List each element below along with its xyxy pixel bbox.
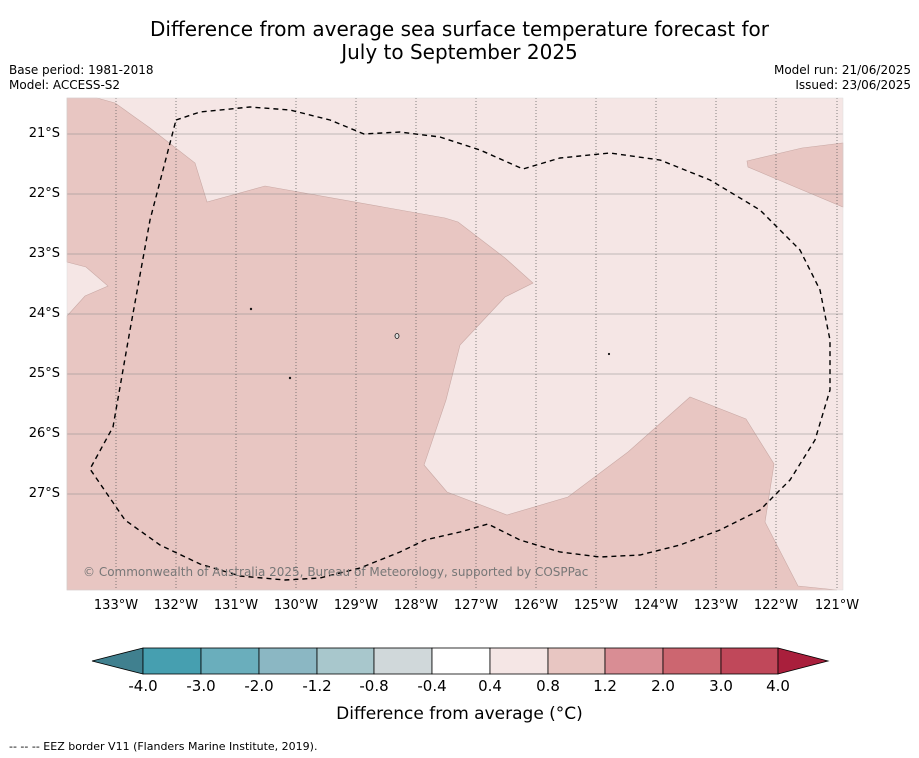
lon-label: 126°W <box>513 598 559 613</box>
colorbar-segment <box>431 647 491 675</box>
colorbar-tick-label: 0.8 <box>536 677 560 695</box>
lon-label: 121°W <box>814 598 860 613</box>
colorbar-tick-label: 2.0 <box>651 677 675 695</box>
colorbar-segment <box>489 647 549 675</box>
lon-label: 122°W <box>753 598 799 613</box>
colorbar-tick-label: -4.0 <box>128 677 158 695</box>
title-line-1: Difference from average sea surface temp… <box>149 17 769 41</box>
lat-label: 21°S <box>28 126 60 141</box>
lon-label: 123°W <box>693 598 739 613</box>
colorbar-segment <box>258 647 318 675</box>
lon-label: 132°W <box>153 598 199 613</box>
model-name: Model: ACCESS-S2 <box>9 78 121 92</box>
grid-lines <box>67 133 843 495</box>
colorbar-tick-label: 3.0 <box>709 677 733 695</box>
eez-border <box>89 106 831 581</box>
meta-right: Model run: 21/06/2025 Issued: 23/06/2025 <box>774 63 911 93</box>
colorbar-segment <box>200 647 260 675</box>
colorbar-segment <box>720 647 779 675</box>
colorbar-tick-label: -3.0 <box>186 677 216 695</box>
model-run: Model run: 21/06/2025 <box>773 63 911 77</box>
colorbar-segment <box>316 647 375 675</box>
base-period: Base period: 1981-2018 <box>9 63 154 77</box>
colorbar-segment <box>373 647 433 675</box>
lon-label: 133°W <box>93 598 139 613</box>
colorbar-tick-label: -0.4 <box>417 677 447 695</box>
colorbar <box>91 647 830 675</box>
colorbar-tick-label: 1.2 <box>593 677 617 695</box>
map-title: Difference from average sea surface temp… <box>0 18 919 64</box>
colorbar-max-arrow <box>777 647 830 675</box>
lon-label: 128°W <box>393 598 439 613</box>
lat-label: 23°S <box>28 246 60 261</box>
colorbar-title: Difference from average (°C) <box>336 704 583 724</box>
copyright-notice: © Commonwealth of Australia 2025, Bureau… <box>83 565 589 579</box>
lat-label: 22°S <box>28 186 60 201</box>
lon-label: 124°W <box>633 598 679 613</box>
colorbar-segment <box>662 647 722 675</box>
lon-label: 129°W <box>333 598 379 613</box>
colorbar-tick-label: -0.8 <box>359 677 389 695</box>
colorbar-tick-label: 4.0 <box>766 677 790 695</box>
lon-label: 127°W <box>453 598 499 613</box>
lon-label: 130°W <box>273 598 319 613</box>
lon-label: 131°W <box>213 598 259 613</box>
issued-date: Issued: 23/06/2025 <box>795 78 911 92</box>
colorbar-segment <box>547 647 606 675</box>
lon-label: 125°W <box>573 598 619 613</box>
colorbar-tick-label: 0.4 <box>478 677 502 695</box>
lat-label: 25°S <box>28 366 60 381</box>
colorbar-segment <box>142 647 202 675</box>
title-line-2: July to September 2025 <box>341 40 578 64</box>
colorbar-segment <box>604 647 664 675</box>
meta-left: Base period: 1981-2018 Model: ACCESS-S2 <box>9 63 154 93</box>
colorbar-min-arrow <box>91 647 144 675</box>
grid-lines-vertical <box>115 98 838 590</box>
lat-label: 24°S <box>28 306 60 321</box>
colorbar-tick-label: -1.2 <box>302 677 332 695</box>
islands <box>249 307 611 380</box>
eez-footnote: -- -- -- EEZ border V11 (Flanders Marine… <box>9 740 318 753</box>
lat-label: 26°S <box>28 426 60 441</box>
lat-label: 27°S <box>28 486 60 501</box>
colorbar-tick-label: -2.0 <box>244 677 274 695</box>
map-frame <box>66 97 844 591</box>
